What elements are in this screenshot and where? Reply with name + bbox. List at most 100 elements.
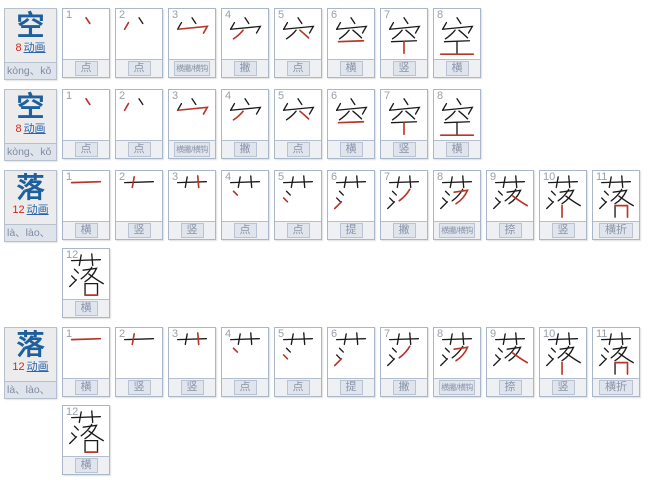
stroke-number: 5 — [278, 328, 285, 340]
big-character: 空 — [16, 90, 45, 123]
animation-link[interactable]: 动画 — [23, 42, 46, 54]
stroke-number: 8 — [437, 171, 444, 183]
stroke-number: 1 — [66, 9, 73, 21]
stroke-diagram — [69, 410, 104, 453]
big-character: 落 — [16, 171, 45, 204]
stroke-number: 8 — [437, 328, 444, 340]
stroke-label-strip: 点 — [116, 59, 162, 77]
stroke-frame: 8 横撇/横钩 — [433, 170, 481, 240]
stroke-label: 捺 — [498, 380, 522, 395]
stroke-label: 横 — [339, 61, 363, 76]
stroke-number: 12 — [66, 249, 79, 261]
stroke-label-strip: 捺 — [487, 378, 533, 396]
stroke-diagram — [282, 98, 315, 121]
stroke-label-strip: 点 — [275, 378, 321, 396]
stroke-label-strip: 点 — [63, 140, 109, 158]
stroke-grid: 1 横 2 竖 3 竖 4 点 5 点 6 提 7 撇 8 横撇/横钩 9 捺 10 竖 11 横折 12 横 — [62, 327, 641, 475]
stroke-label: 竖 — [551, 380, 575, 395]
stroke-label-strip: 提 — [328, 221, 374, 239]
stroke-label: 竖 — [392, 61, 416, 76]
stroke-label-strip: 点 — [275, 221, 321, 239]
stroke-diagram — [439, 17, 475, 55]
stroke-label-strip: 撇 — [222, 140, 268, 158]
stroke-grid: 1 点 2 点 3 横撇/横钩 4 撇 5 点 6 横 7 竖 8 横 — [62, 89, 641, 159]
stroke-label: 横折 — [599, 223, 633, 238]
stroke-grid: 1 点 2 点 3 横撇/横钩 4 撇 5 点 6 横 7 竖 8 横 — [62, 8, 641, 78]
stroke-label: 点 — [74, 142, 98, 157]
stroke-label: 点 — [286, 142, 310, 157]
stroke-diagram — [123, 176, 155, 189]
char-cell: 空 8 动画 kòng、kǒ — [4, 8, 57, 80]
stroke-number: 12 — [66, 406, 79, 418]
stroke-label: 竖 — [551, 223, 575, 238]
stroke-number: 2 — [119, 328, 126, 340]
char-cell: 空 8 动画 kòng、kǒ — [4, 89, 57, 161]
stroke-label: 竖 — [180, 223, 204, 238]
stroke-number: 11 — [596, 171, 608, 183]
stroke-diagram — [229, 332, 261, 353]
stroke-number: 2 — [119, 171, 126, 183]
stroke-number: 7 — [384, 328, 391, 340]
stroke-label-strip: 撇 — [381, 378, 427, 396]
stroke-frame: 11 横折 — [592, 327, 640, 397]
animation-link[interactable]: 动画 — [23, 123, 46, 135]
stroke-label-strip: 竖 — [381, 140, 427, 158]
stroke-number: 9 — [490, 328, 497, 340]
stroke-diagram — [440, 332, 473, 367]
stroke-label-strip: 点 — [63, 59, 109, 77]
stroke-diagram — [546, 175, 581, 218]
char-cell-top: 空 8 动画 — [5, 90, 56, 143]
pinyin-label: là、lào、 — [5, 224, 56, 241]
pinyin-label: kòng、kǒ — [5, 143, 56, 160]
stroke-number: 4 — [225, 90, 232, 102]
stroke-label: 横 — [445, 61, 469, 76]
char-cell: 落 12 动画 là、lào、 — [4, 327, 57, 399]
char-cell-top: 空 8 动画 — [5, 9, 56, 62]
stroke-diagram — [335, 98, 368, 124]
stroke-number: 8 — [437, 90, 444, 102]
stroke-frame: 3 横撇/横钩 — [168, 89, 216, 159]
stroke-number: 3 — [172, 171, 179, 183]
animation-link[interactable]: 动画 — [26, 361, 49, 373]
stroke-diagram — [282, 332, 314, 360]
stroke-label: 竖 — [127, 380, 151, 395]
stroke-number: 3 — [172, 328, 179, 340]
char-info: 12 动画 — [12, 204, 48, 217]
stroke-diagram — [388, 17, 421, 55]
animation-link[interactable]: 动画 — [26, 204, 49, 216]
stroke-label: 捺 — [498, 223, 522, 238]
stroke-label: 撇 — [392, 380, 416, 395]
stroke-grid: 1 横 2 竖 3 竖 4 点 5 点 6 提 7 撇 8 横撇/横钩 9 捺 10 竖 11 横折 12 横 — [62, 170, 641, 318]
stroke-number: 5 — [278, 9, 285, 21]
stroke-frame: 3 横撇/横钩 — [168, 8, 216, 78]
char-cell-top: 落 12 动画 — [5, 328, 56, 381]
stroke-label-strip: 横 — [434, 140, 480, 158]
stroke-number: 4 — [225, 171, 232, 183]
stroke-diagram — [123, 98, 144, 112]
stroke-number: 4 — [225, 328, 232, 340]
stroke-label-strip: 竖 — [540, 221, 586, 239]
stroke-diagram — [333, 175, 367, 210]
stroke-label: 撇 — [392, 223, 416, 238]
stroke-label-strip: 横撇/横钩 — [169, 59, 215, 77]
entry-row: 落 12 动画 là、lào、 1 横 2 竖 3 竖 4 点 5 点 6 提 7 撇 8 横撇/横钩 9 捺 10 竖 11 横… — [4, 170, 651, 318]
stroke-diagram — [229, 175, 261, 196]
stroke-diagram — [599, 332, 634, 375]
entry-row: 空 8 动画 kòng、kǒ 1 点 2 点 3 横撇/横钩 4 撇 5 点 6 横 7 竖 8 横 — [4, 8, 651, 80]
stroke-label: 点 — [127, 61, 151, 76]
